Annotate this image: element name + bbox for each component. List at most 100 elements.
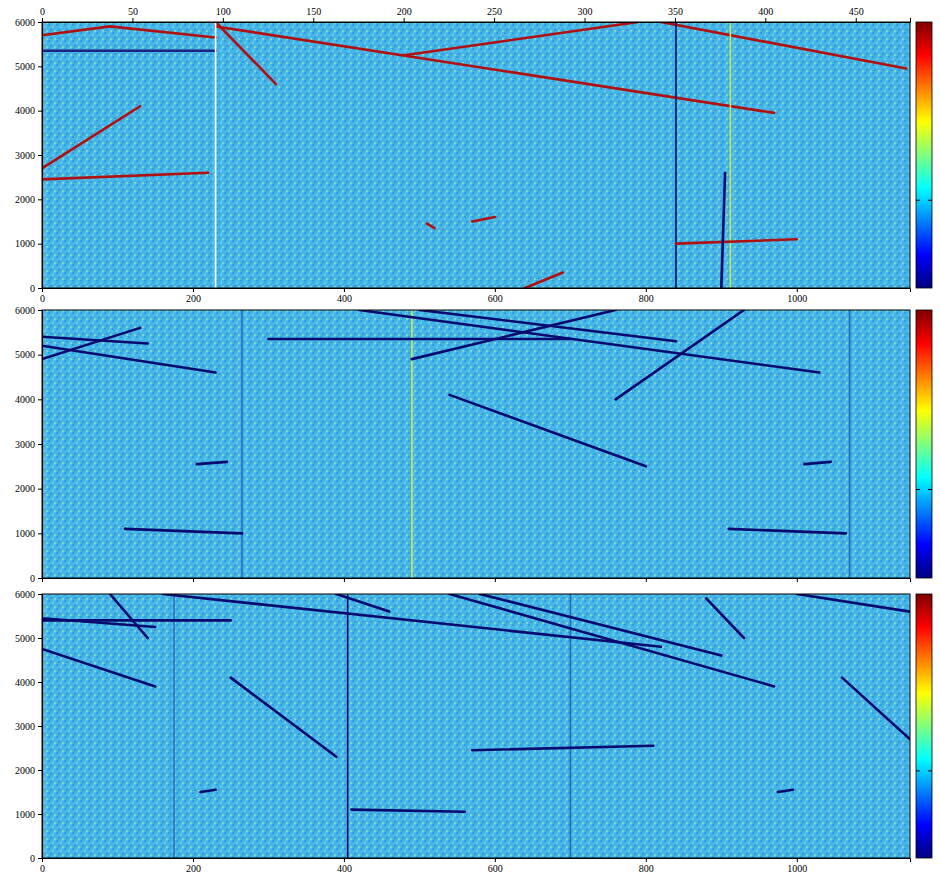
tick-mark — [344, 288, 345, 292]
tick-label: 400 — [758, 6, 773, 17]
tick: 5000 — [15, 349, 42, 360]
plot-background — [42, 22, 910, 288]
tick: 1000 — [15, 528, 42, 539]
tick-mark — [646, 578, 647, 582]
tick-mark — [42, 578, 43, 582]
track — [110, 594, 148, 638]
tick-mark — [646, 288, 647, 292]
tick-mark — [675, 18, 676, 22]
colorbar-tick — [928, 489, 932, 490]
plot-frame — [42, 310, 910, 578]
tick: 0 — [40, 858, 45, 874]
colorbar-tick — [928, 770, 932, 771]
track — [661, 22, 906, 69]
tick-label: 800 — [639, 293, 654, 304]
tick-mark — [646, 858, 647, 862]
tick-mark — [193, 288, 194, 292]
tick: 0 — [30, 283, 42, 294]
tick-mark — [193, 578, 194, 582]
tick-label: 200 — [186, 863, 201, 874]
tick — [797, 578, 798, 582]
axis-line — [43, 579, 911, 583]
tick: 6000 — [15, 305, 42, 316]
tick-mark — [42, 18, 43, 22]
tick-mark — [38, 22, 42, 23]
axis: 050100150200250300350400450 — [40, 6, 911, 23]
track — [42, 106, 140, 168]
tick-mark — [38, 155, 42, 156]
tick-label: 0 — [30, 853, 35, 864]
tick-label: 6000 — [15, 17, 35, 28]
tick-label: 600 — [488, 293, 503, 304]
tick-mark — [38, 111, 42, 112]
panel: 0100020003000400050006000 — [15, 305, 932, 584]
track — [42, 26, 216, 37]
tick-mark — [38, 66, 42, 67]
tick-mark — [38, 288, 42, 289]
tick: 200 — [397, 6, 412, 22]
tick-label: 350 — [668, 6, 683, 17]
tick-mark — [344, 858, 345, 862]
track — [480, 594, 722, 656]
colorbar — [916, 594, 932, 858]
plot-background — [42, 594, 910, 858]
tick-mark — [495, 858, 496, 862]
track — [676, 239, 797, 243]
tick: 150 — [306, 6, 321, 22]
tick — [42, 578, 43, 582]
tick-label: 2000 — [15, 194, 35, 205]
tick: 600 — [488, 858, 503, 874]
track — [721, 173, 725, 288]
track — [173, 594, 175, 858]
tick: 2000 — [15, 483, 42, 494]
tick-label: 6000 — [15, 589, 35, 600]
tick — [193, 578, 194, 582]
plot-frame — [42, 594, 910, 858]
tick: 250 — [487, 6, 502, 22]
tick: 6000 — [15, 17, 42, 28]
tick: 1000 — [787, 288, 807, 304]
tick-label: 6000 — [15, 305, 35, 316]
track — [197, 462, 227, 464]
tick-label: 800 — [639, 863, 654, 874]
tick: 3000 — [15, 721, 42, 732]
tick-mark — [38, 355, 42, 356]
tick-label: 450 — [849, 6, 864, 17]
tick-label: 4000 — [15, 105, 35, 116]
tick: 1000 — [15, 238, 42, 249]
tick-mark — [765, 18, 766, 22]
tick-mark — [42, 858, 43, 862]
colorbar-tick — [916, 770, 920, 771]
tick-mark — [193, 858, 194, 862]
tick: 800 — [639, 858, 654, 874]
track — [351, 810, 464, 812]
tick-label: 250 — [487, 6, 502, 17]
panel: 0100020003000400050006000020040060080010… — [15, 6, 932, 304]
tick-label: 100 — [216, 6, 231, 17]
colorbar-tick — [916, 489, 920, 490]
tick-label: 2000 — [15, 483, 35, 494]
tick-label: 4000 — [15, 677, 35, 688]
track — [215, 22, 217, 288]
colorbar-tick — [916, 200, 920, 201]
track — [450, 594, 775, 686]
tick: 6000 — [15, 589, 42, 600]
tick-mark — [223, 18, 224, 22]
track — [729, 529, 846, 533]
track — [730, 22, 732, 288]
tick-mark — [797, 858, 798, 862]
tick-label: 3000 — [15, 150, 35, 161]
axis-line — [43, 859, 911, 863]
axis-line — [38, 311, 43, 579]
track — [42, 50, 216, 53]
track — [706, 598, 744, 638]
tick-mark — [856, 18, 857, 22]
tick-label: 200 — [397, 6, 412, 17]
tracks — [42, 310, 850, 578]
tick-mark — [38, 399, 42, 400]
axis-line — [43, 18, 911, 23]
tick: 0 — [30, 573, 42, 584]
tracks — [42, 22, 906, 288]
tick-mark — [797, 288, 798, 292]
track — [216, 22, 276, 84]
